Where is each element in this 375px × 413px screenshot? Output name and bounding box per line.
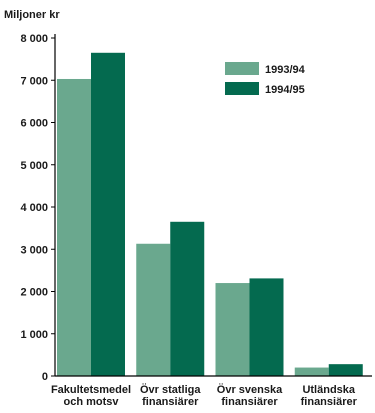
bar-series-2 bbox=[328, 364, 363, 376]
y-tick-label: 0 bbox=[42, 371, 48, 383]
legend-label: 1994/95 bbox=[265, 84, 305, 96]
bar-series-1 bbox=[136, 243, 171, 376]
x-tick-label: Fakultetsmedel bbox=[51, 384, 131, 396]
y-ticks: 0 1 000 2 000 3 000 4 000 5 000 6 000 7 000 8 00… bbox=[20, 33, 55, 383]
bar-series-2 bbox=[91, 52, 125, 376]
x-tick-label: och motsv bbox=[63, 396, 119, 408]
x-tick-label: Utländska bbox=[302, 384, 355, 396]
bar-series-2 bbox=[170, 221, 205, 376]
y-tick-label: 6 000 bbox=[20, 118, 48, 130]
x-tick-label: finansiärer bbox=[142, 396, 199, 408]
bar-series-1 bbox=[215, 283, 250, 376]
legend-swatch bbox=[225, 62, 259, 75]
y-tick-label: 2 000 bbox=[20, 287, 48, 299]
x-tick-label: Övr statliga bbox=[140, 383, 201, 396]
y-tick-label: 3 000 bbox=[20, 244, 48, 256]
bar-series-1 bbox=[57, 78, 91, 377]
x-tick-label: finansiärer bbox=[221, 396, 278, 408]
bar-series-2 bbox=[249, 278, 284, 376]
y-axis-label: Miljoner kr bbox=[4, 9, 60, 21]
legend-label: 1993/94 bbox=[265, 64, 306, 76]
legend-swatch bbox=[225, 82, 259, 95]
y-tick-label: 7 000 bbox=[20, 75, 48, 87]
x-tick-label: Övr svenska bbox=[217, 383, 283, 396]
y-tick-label: 4 000 bbox=[20, 202, 48, 214]
x-tick-label: finansiärer bbox=[301, 396, 358, 408]
legend: 1993/94 1994/95 bbox=[225, 62, 306, 96]
y-tick-label: 5 000 bbox=[20, 160, 48, 172]
y-tick-label: 8 000 bbox=[20, 33, 48, 45]
bar-series-1 bbox=[294, 367, 329, 376]
y-tick-label: 1 000 bbox=[20, 329, 48, 341]
bars bbox=[57, 52, 363, 377]
